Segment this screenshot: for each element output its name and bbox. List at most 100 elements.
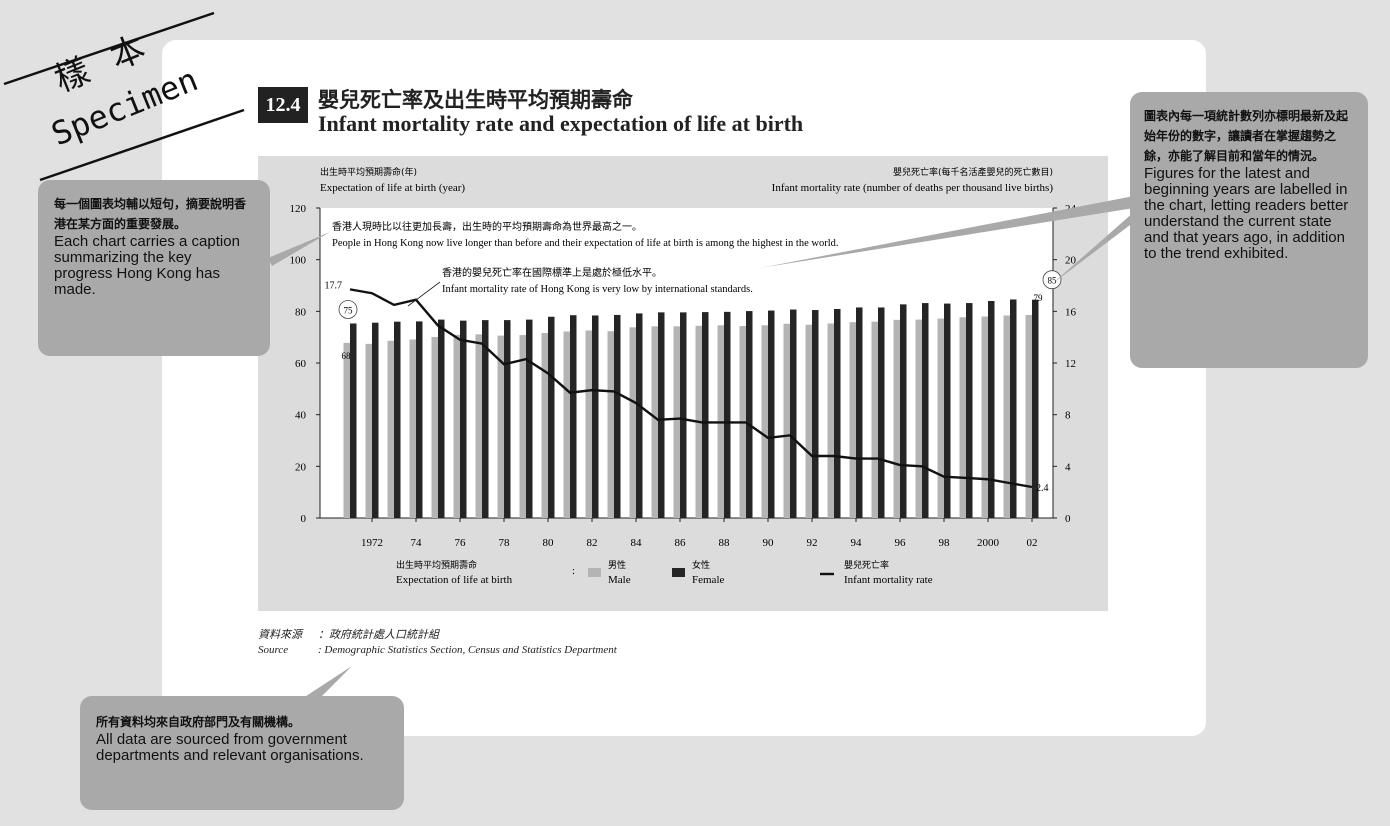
female-bar: [768, 310, 775, 518]
male-bar: [1025, 314, 1032, 518]
data-label-female: 75: [344, 305, 354, 315]
female-bar: [438, 319, 445, 518]
female-bar: [416, 321, 423, 518]
male-bar: [541, 333, 548, 518]
data-label-imr: 17.7: [325, 280, 343, 291]
labels-callout-chinese: 圖表內每一項統計數列亦標明最新及起始年份的數字，讓讀者在掌握趨勢之餘，亦能了解目…: [1144, 109, 1349, 163]
sources-callout: 所有資料均來自政府部門及有關機構。 All data are sourced f…: [80, 696, 404, 810]
right-tick-label: 12: [1065, 358, 1076, 370]
right-tick-label: 20: [1065, 255, 1077, 267]
female-bar: [878, 307, 885, 518]
female-bar: [746, 311, 753, 518]
x-tick-label: 78: [499, 537, 511, 549]
data-label-imr: 2.4: [1036, 483, 1049, 494]
female-bar: [944, 303, 951, 518]
male-bar: [585, 330, 592, 518]
female-bar: [900, 304, 907, 518]
caption-callout-chinese: 每一個圖表均輔以短句，摘要說明香港在某方面的重要發展。: [54, 197, 247, 231]
female-bar: [548, 316, 555, 518]
male-bar: [1003, 315, 1010, 518]
female-bar: [372, 322, 379, 518]
female-bar: [1010, 299, 1017, 518]
right-tick-label: 16: [1065, 306, 1077, 318]
legend-female-chinese: 女性: [692, 559, 710, 571]
chart: 出生時平均預期壽命(年) Expectation of life at birth…: [290, 166, 1077, 586]
right-tick-label: 24: [1065, 203, 1077, 215]
source-text-chinese: ：政府統計處人口統計組: [318, 629, 439, 641]
left-tick-label: 0: [301, 513, 307, 525]
male-bar: [651, 326, 658, 518]
male-bar: [409, 339, 416, 518]
right-tick-label: 4: [1065, 461, 1071, 473]
right-tick-label: 8: [1065, 410, 1071, 422]
female-bar: [460, 320, 467, 518]
female-bar: [988, 301, 995, 518]
legend-group-chinese: 出生時平均預期壽命: [396, 559, 477, 571]
legend-imr-chinese: 嬰兒死亡率: [844, 559, 889, 571]
labels-callout: 圖表內每一項統計數列亦標明最新及起始年份的數字，讓讀者在掌握趨勢之餘，亦能了解目…: [1130, 92, 1368, 368]
male-bar: [849, 322, 856, 518]
female-bar: [724, 311, 731, 518]
male-bar: [805, 324, 812, 518]
caption-callout-english: Each chart carries a caption summarizing…: [54, 233, 240, 298]
x-tick-label: 94: [851, 537, 863, 549]
annotation-imr-english: Infant mortality rate of Hong Kong is ve…: [442, 284, 753, 295]
legend-male-chinese: 男性: [608, 559, 626, 571]
male-bar: [937, 318, 944, 518]
female-bar: [394, 321, 401, 518]
right-axis-label-chinese: 嬰兒死亡率(每千名活產嬰兒的死亡數目): [893, 166, 1053, 178]
right-tick-label: 0: [1065, 513, 1071, 525]
x-tick-label: 88: [719, 537, 731, 549]
female-bar: [856, 307, 863, 518]
labels-callout-english: Figures for the latest and beginning yea…: [1144, 165, 1349, 262]
female-bar: [482, 320, 489, 518]
female-bar: [592, 315, 599, 518]
male-bar: [959, 317, 966, 518]
x-tick-label: 98: [939, 537, 951, 549]
chart-number: 12.4: [258, 87, 308, 123]
male-bar: [387, 340, 394, 518]
female-bar: [966, 303, 973, 518]
female-bar: [834, 309, 841, 518]
female-bar: [702, 312, 709, 518]
male-bar: [365, 343, 372, 518]
x-tick-label: 82: [587, 537, 598, 549]
x-tick-label: 92: [807, 537, 818, 549]
annotation-life-chinese: 香港人現時比以往更加長壽，出生時的平均預期壽命為世界最高之一。: [332, 220, 642, 233]
left-tick-label: 60: [295, 358, 307, 370]
annotation-life-english: People in Hong Kong now live longer than…: [332, 238, 839, 249]
x-tick-label: 76: [455, 537, 467, 549]
annotation-imr-chinese: 香港的嬰兒死亡率在國際標準上是處於極低水平。: [442, 266, 662, 279]
male-bar: [783, 323, 790, 518]
legend-group-english: Expectation of life at birth: [396, 574, 513, 586]
data-label-male: 68: [342, 351, 352, 361]
male-bar: [343, 342, 350, 518]
male-bar: [673, 326, 680, 518]
legend-separator: :: [572, 565, 575, 577]
female-bar: [570, 315, 577, 518]
male-bar: [431, 336, 438, 518]
caption-callout: 每一個圖表均輔以短句，摘要說明香港在某方面的重要發展。 Each chart c…: [38, 180, 270, 356]
left-axis-label-english: Expectation of life at birth (year): [320, 182, 465, 194]
right-axis-label-english: Infant mortality rate (number of deaths …: [772, 182, 1054, 194]
female-bar: [504, 320, 511, 518]
annotation-imr-pointer: [407, 281, 441, 307]
female-bar: [680, 312, 687, 518]
male-bar: [563, 331, 570, 518]
chart-panel: 出生時平均預期壽命(年) Expectation of life at birth…: [258, 156, 1108, 611]
left-tick-label: 120: [290, 203, 307, 215]
sources-callout-english: All data are sourced from government dep…: [96, 731, 364, 764]
sources-callout-chinese: 所有資料均來自政府部門及有關機構。: [96, 715, 301, 729]
male-bar: [629, 327, 636, 518]
left-tick-label: 100: [290, 255, 307, 267]
x-tick-label: 80: [543, 537, 555, 549]
left-tick-label: 80: [295, 306, 307, 318]
source-label-chinese: 資料來源: [258, 629, 302, 641]
male-bar: [981, 316, 988, 518]
x-tick-label: 1972: [361, 537, 383, 549]
chart-title-english: Infant mortality rate and expectation of…: [318, 111, 804, 136]
legend-male-swatch: [588, 568, 601, 577]
left-tick-label: 20: [295, 461, 307, 473]
female-bar: [812, 310, 819, 518]
x-tick-label: 2000: [977, 537, 1000, 549]
